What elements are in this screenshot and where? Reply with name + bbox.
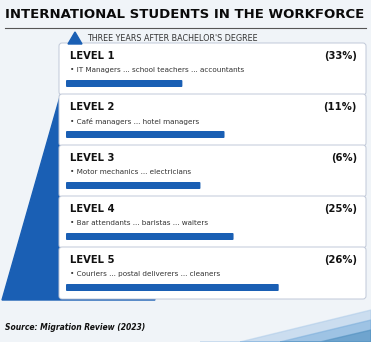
FancyBboxPatch shape bbox=[66, 80, 183, 87]
Text: LEVEL 1: LEVEL 1 bbox=[70, 51, 115, 61]
Text: • Bar attendants ... baristas ... waiters: • Bar attendants ... baristas ... waiter… bbox=[70, 220, 208, 226]
FancyBboxPatch shape bbox=[59, 145, 366, 197]
Polygon shape bbox=[280, 330, 371, 342]
Text: LEVEL 5: LEVEL 5 bbox=[70, 255, 115, 265]
Text: (25%): (25%) bbox=[324, 204, 357, 214]
FancyBboxPatch shape bbox=[59, 94, 366, 146]
Text: • Café managers ... hotel managers: • Café managers ... hotel managers bbox=[70, 118, 199, 125]
Text: LEVEL 3: LEVEL 3 bbox=[70, 153, 114, 163]
Polygon shape bbox=[200, 310, 371, 342]
Polygon shape bbox=[68, 32, 82, 44]
Polygon shape bbox=[2, 44, 155, 300]
Text: INTERNATIONAL STUDENTS IN THE WORKFORCE: INTERNATIONAL STUDENTS IN THE WORKFORCE bbox=[5, 8, 364, 21]
FancyBboxPatch shape bbox=[59, 247, 366, 299]
Text: • IT Managers ... school teachers ... accountants: • IT Managers ... school teachers ... ac… bbox=[70, 67, 244, 73]
FancyBboxPatch shape bbox=[59, 196, 366, 248]
Text: LEVEL 2: LEVEL 2 bbox=[70, 102, 114, 112]
Text: THREE YEARS AFTER BACHELOR'S DEGREE: THREE YEARS AFTER BACHELOR'S DEGREE bbox=[87, 34, 257, 43]
Text: • Motor mechanics ... electricians: • Motor mechanics ... electricians bbox=[70, 169, 191, 175]
FancyBboxPatch shape bbox=[66, 131, 224, 138]
FancyBboxPatch shape bbox=[59, 43, 366, 95]
Text: (26%): (26%) bbox=[324, 255, 357, 265]
FancyBboxPatch shape bbox=[66, 182, 200, 189]
Text: (33%): (33%) bbox=[324, 51, 357, 61]
Text: • Couriers ... postal deliverers ... cleaners: • Couriers ... postal deliverers ... cle… bbox=[70, 271, 220, 277]
Text: Source: Migration Review (2023): Source: Migration Review (2023) bbox=[5, 323, 145, 332]
Text: (11%): (11%) bbox=[324, 102, 357, 112]
FancyBboxPatch shape bbox=[66, 284, 279, 291]
FancyBboxPatch shape bbox=[66, 233, 234, 240]
Text: (6%): (6%) bbox=[331, 153, 357, 163]
Polygon shape bbox=[240, 320, 371, 342]
Text: LEVEL 4: LEVEL 4 bbox=[70, 204, 115, 214]
